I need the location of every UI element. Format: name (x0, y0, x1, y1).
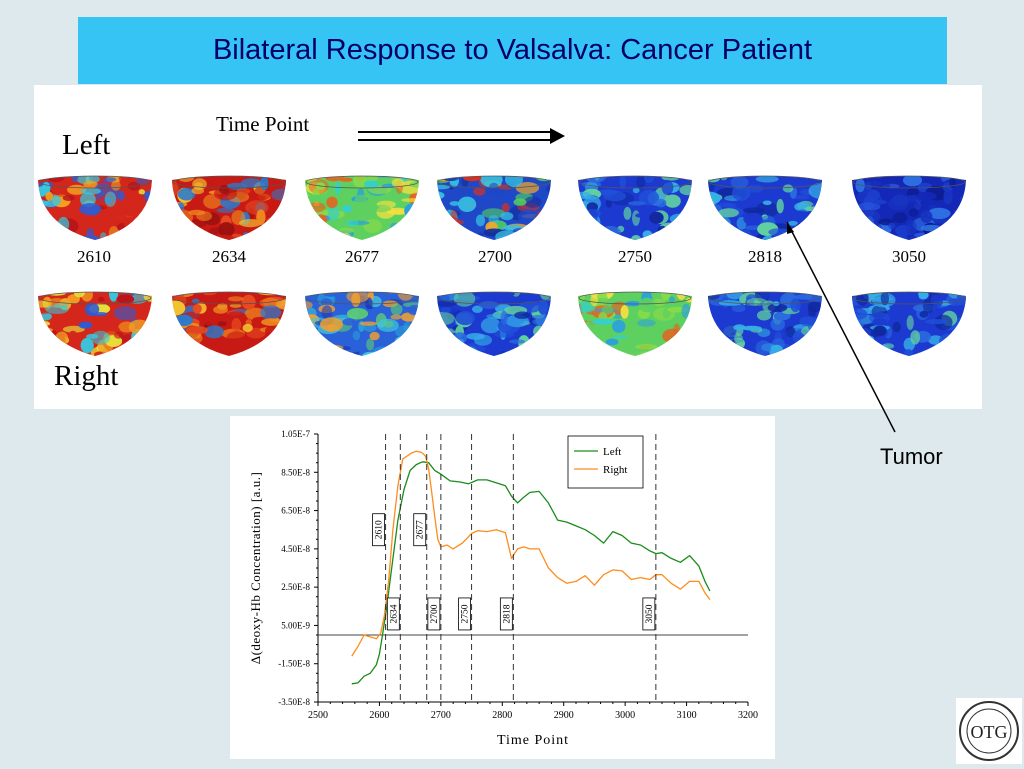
marker-label-3050: 3050 (645, 604, 655, 623)
slide-title: Bilateral Response to Valsalva: Cancer P… (212, 34, 813, 66)
marker-label-2634: 2634 (389, 604, 399, 623)
y-tick-label: 4.50E-8 (281, 544, 310, 554)
marker-label-2700: 2700 (430, 604, 440, 623)
time-point-3050: 3050 (892, 247, 926, 266)
x-tick-label: 3200 (738, 710, 758, 721)
legend-label-left: Left (603, 446, 621, 458)
x-tick-label: 2500 (308, 710, 328, 721)
x-tick-label: 2900 (554, 710, 574, 721)
y-tick-label: -3.50E-8 (278, 697, 310, 707)
bowl-image-right-2677 (305, 291, 419, 356)
x-tick-label: 2600 (369, 710, 389, 721)
bowl-image-left-2700 (437, 175, 551, 240)
marker-box-2750 (458, 597, 471, 631)
time-point-2634: 2634 (212, 247, 246, 266)
time-point-2610: 2610 (77, 247, 111, 266)
bowl-image-right-3050 (852, 291, 966, 356)
y-tick-label: 2.50E-8 (281, 582, 310, 592)
y-tick-label: 8.50E-8 (281, 467, 310, 477)
bowl-image-left-2610 (38, 175, 152, 240)
bowl-image-left-2677 (305, 175, 419, 240)
title-bar: Bilateral Response to Valsalva: Cancer P… (78, 17, 947, 84)
marker-box-2634 (386, 597, 400, 631)
x-tick-label: 3000 (615, 710, 635, 721)
legend-label-right: Right (603, 464, 627, 476)
y-tick-label: -1.50E-8 (278, 659, 310, 669)
marker-label-2750: 2750 (461, 604, 471, 623)
marker-box-3050 (642, 597, 656, 631)
bowl-image-left-2634 (172, 175, 286, 240)
logo-text: OTG (971, 722, 1008, 742)
marker-label-2818: 2818 (502, 604, 512, 623)
y-tick-label: 5.00E-9 (281, 620, 310, 630)
marker-box-2818 (499, 597, 513, 631)
marker-label-2610: 2610 (375, 520, 385, 539)
y-tick-label: 6.50E-8 (281, 506, 310, 516)
bowl-image-right-2610 (38, 291, 152, 356)
bowl-image-right-2634 (172, 291, 286, 356)
chart-panel: 1.05E-7 8.50E-8 6.50E-8 4.50E-8 2.50E-8 5.00E… (230, 416, 775, 759)
left-row-label: Left (62, 129, 111, 161)
bowl-image-right-2818 (708, 291, 822, 356)
bowl-image-left-3050 (852, 175, 966, 240)
time-point-2677: 2677 (345, 247, 379, 266)
bowl-image-right-2750 (578, 291, 692, 356)
otg-logo: OTG (956, 698, 1022, 764)
bowl-image-right-2700 (437, 291, 551, 356)
marker-box-2700 (427, 597, 441, 631)
bowl-image-left-2750 (578, 175, 692, 240)
time-arrow-icon (358, 128, 565, 144)
y-tick-label: 1.05E-7 (281, 429, 310, 439)
deoxy-hb-chart: 1.05E-7 8.50E-8 6.50E-8 4.50E-8 2.50E-8 5.00E… (248, 429, 758, 748)
x-axis-label: Time Point (497, 733, 569, 748)
time-point-2818: 2818 (748, 247, 782, 266)
series-line-right (351, 450, 711, 657)
series-line-left (351, 461, 711, 685)
otg-logo-icon: OTG (959, 701, 1019, 761)
x-tick-label: 2700 (431, 710, 451, 721)
right-row-label: Right (54, 360, 119, 392)
legend-box (567, 435, 644, 489)
marker-box-2677 (413, 513, 427, 547)
y-axis-label: Δ(deoxy-Hb Concentration) [a.u.] (248, 472, 263, 665)
time-point-2700: 2700 (478, 247, 512, 266)
marker-label-2677: 2677 (416, 520, 426, 539)
bowl-image-left-2818 (708, 175, 822, 240)
time-point-label: Time Point (216, 112, 310, 136)
x-tick-label: 2800 (492, 710, 512, 721)
tumor-label: Tumor (880, 444, 943, 469)
x-tick-label: 3100 (677, 710, 697, 721)
time-point-2750: 2750 (618, 247, 652, 266)
marker-box-2610 (372, 513, 385, 547)
